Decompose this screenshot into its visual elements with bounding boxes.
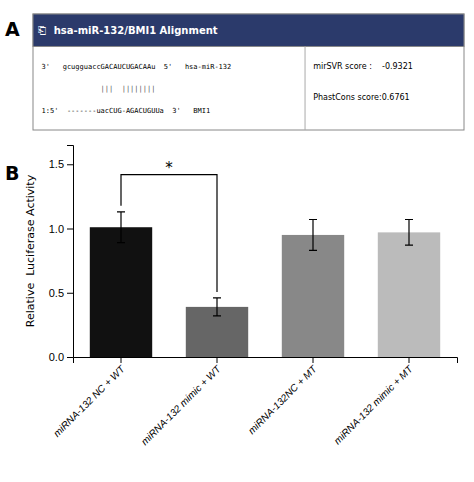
significance-bracket	[121, 175, 217, 292]
sequence-line: ||| ||||||||	[42, 85, 156, 93]
error-bar-line	[405, 220, 413, 246]
tick-label: 1.0	[49, 223, 64, 235]
x-axis: miRNA-132 NC + WTmiRNA-132 mimic + WT miR…	[51, 357, 457, 447]
plot-area	[90, 175, 440, 357]
axis-line	[67, 146, 74, 358]
tick-label: miRNA-132 mimic + WT	[139, 363, 223, 447]
tick-mark	[313, 357, 314, 363]
tick-mark	[121, 357, 122, 363]
tick: miRNA-132 mimic + WT	[139, 357, 223, 447]
bar	[378, 232, 440, 357]
y-axis-title: Relative Luciferase Activity	[24, 174, 37, 327]
header-icon: ⎗	[38, 25, 46, 36]
tick-label: miRNA-132 NC + WT	[51, 363, 127, 439]
divider	[305, 46, 306, 130]
error-bar-line	[309, 220, 317, 251]
tick-label: miRNA-132NC + MT	[246, 363, 319, 436]
score-text: PhastCons score:0.6761	[313, 93, 410, 102]
tick-mark	[67, 357, 73, 358]
tick: 0.5	[49, 287, 73, 299]
header-title: hsa-miR-132/BMI1 Alignment	[54, 25, 218, 36]
panel-label: B	[5, 162, 19, 184]
sequence-line: 1:5' -------uacCUG-AGACUGUUa 3' BMI1	[42, 107, 211, 115]
bar-panel: *0.00.51.01.5miRNA-132 NC + WTmiRNA-132 …	[24, 146, 458, 448]
tick: 0.0	[49, 351, 73, 363]
tick: miRNA-132 NC + WT	[51, 357, 127, 439]
tick-mark	[217, 357, 218, 363]
bar	[282, 235, 344, 357]
alignment-panel: ⎗ hsa-miR-132/BMI1 Alignment 3' gcugguaccG…	[33, 14, 464, 130]
axis-line	[74, 358, 458, 364]
y-axis: 0.0 0.5 1.0 1.5	[49, 146, 74, 364]
panel-label: A	[5, 18, 20, 40]
tick: miRNA-132 mimic + MT	[332, 357, 416, 446]
tick-mark	[67, 293, 73, 294]
alignment-header	[33, 14, 464, 46]
bar	[90, 227, 152, 357]
error-bar-line	[213, 298, 221, 316]
alignment-box	[33, 14, 464, 130]
tick-label: 1.5	[49, 158, 64, 170]
error-bar	[213, 298, 221, 316]
score-text: mirSVR score : -0.9321	[313, 62, 413, 71]
error-bar-line	[117, 212, 125, 243]
error-bar	[117, 212, 125, 243]
error-bar	[405, 220, 413, 246]
tick-mark	[67, 164, 73, 165]
sequence-line: 3' gcugguaccGACAUCUGACAAu 5' hsa-miR-132	[42, 63, 232, 71]
significance-label: *	[165, 159, 173, 177]
tick-label: 0.5	[49, 287, 64, 299]
tick: 1.0	[49, 223, 73, 235]
tick-label: miRNA-132 mimic + MT	[332, 363, 416, 447]
chart: A B ⎗ hsa-miR-132/BMI1 Alignment 3' gcugguac…	[0, 0, 474, 482]
tick-mark	[67, 229, 73, 230]
tick: 1.5	[49, 158, 73, 170]
tick-mark	[409, 357, 410, 363]
tick-label: 0.0	[49, 351, 64, 363]
background	[0, 0, 474, 482]
error-bar	[309, 220, 317, 251]
tick: miRNA-132NC + MT	[246, 357, 319, 436]
